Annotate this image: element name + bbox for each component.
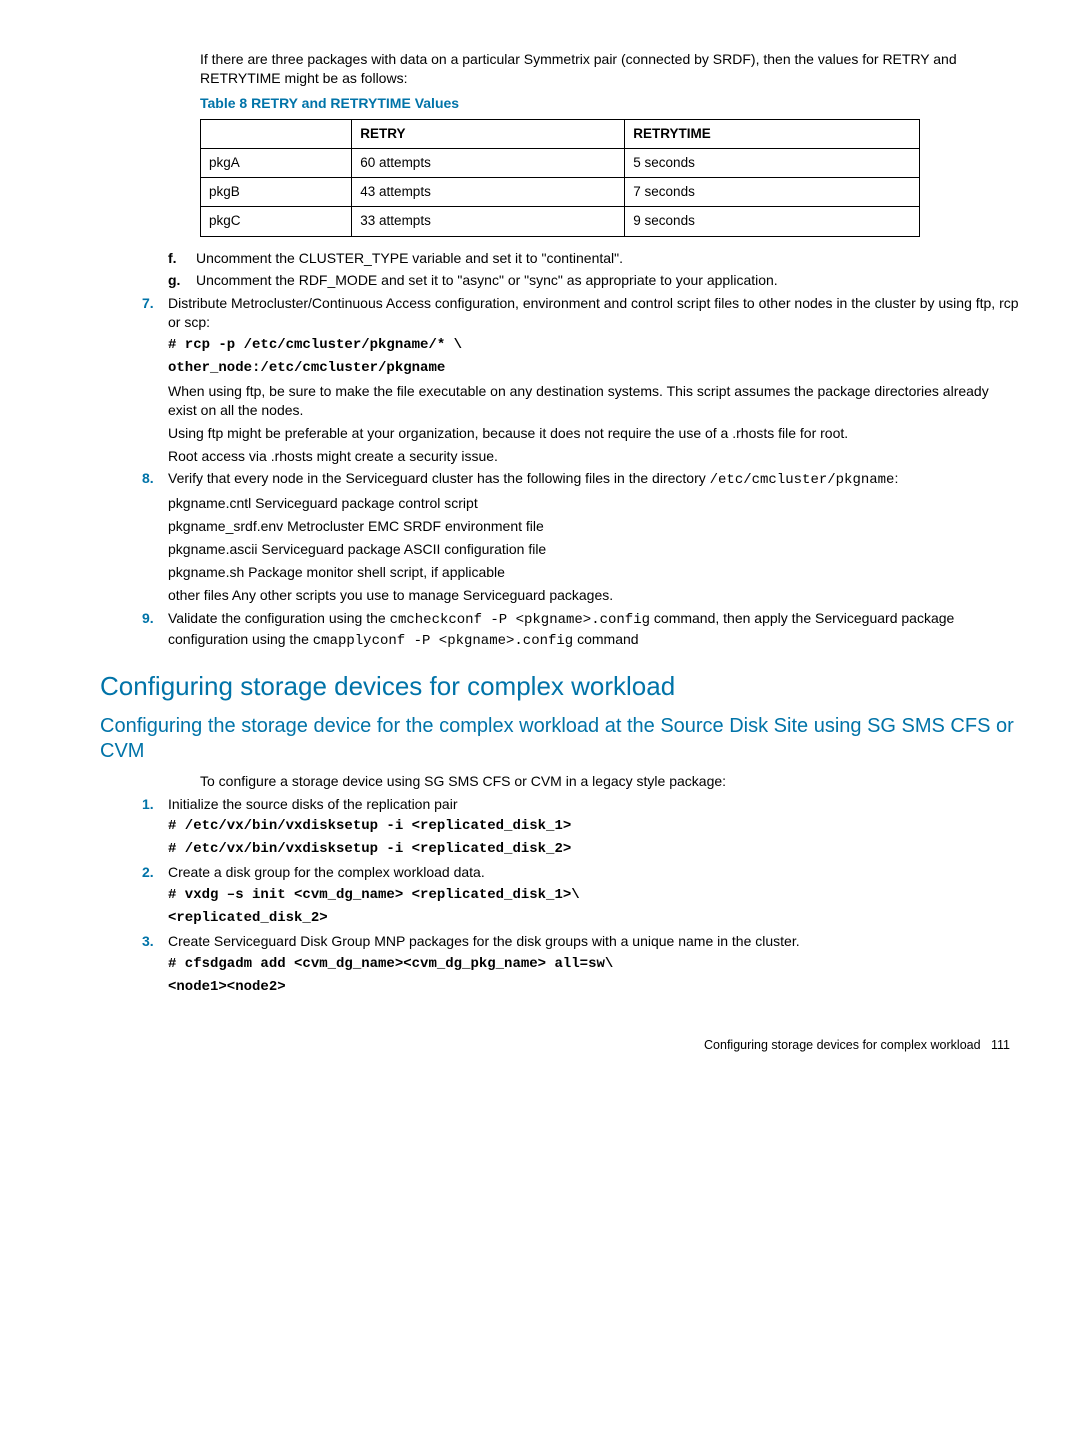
table-row: pkgC 33 attempts 9 seconds <box>201 207 920 236</box>
step-9-text: Validate the configuration using the cmc… <box>168 609 1020 651</box>
step8-line5: other files Any other scripts you use to… <box>168 586 1020 605</box>
cell: 9 seconds <box>625 207 920 236</box>
step8-line1: pkgname.cntl Serviceguard package contro… <box>168 494 1020 513</box>
cfg2-code1: # vxdg –s init <cvm_dg_name> <replicated… <box>168 886 1020 905</box>
cell: 7 seconds <box>625 178 920 207</box>
step7-code-line1: # rcp -p /etc/cmcluster/pkgname/* \ <box>168 336 1020 355</box>
step8-line2: pkgname_srdf.env Metrocluster EMC SRDF e… <box>168 517 1020 536</box>
cell: 33 attempts <box>352 207 625 236</box>
cfg1-text: Initialize the source disks of the repli… <box>168 795 1020 814</box>
cfg-marker-3: 3. <box>142 932 168 951</box>
cell: pkgC <box>201 207 352 236</box>
step8-line4: pkgname.sh Package monitor shell script,… <box>168 563 1020 582</box>
marker-9: 9. <box>142 609 168 651</box>
cfg3-code1: # cfsdgadm add <cvm_dg_name><cvm_dg_pkg_… <box>168 955 1020 974</box>
th-blank <box>201 119 352 148</box>
cfg-marker-2: 2. <box>142 863 168 882</box>
step-8: 8. Verify that every node in the Service… <box>142 469 1020 490</box>
marker-g: g. <box>168 271 196 290</box>
page-footer: Configuring storage devices for complex … <box>100 1037 1020 1054</box>
footer-page: 111 <box>991 1038 1010 1052</box>
intro-paragraph: If there are three packages with data on… <box>200 50 1020 88</box>
cell: 5 seconds <box>625 148 920 177</box>
heading-2: Configuring the storage device for the c… <box>100 714 1020 764</box>
marker-f: f. <box>168 249 196 268</box>
step9-t1: Validate the configuration using the <box>168 610 390 626</box>
step8-mono: /etc/cmcluster/pkgname <box>710 472 895 488</box>
step8-post: : <box>894 470 898 486</box>
cfg-marker-1: 1. <box>142 795 168 814</box>
th-retrytime: RETRYTIME <box>625 119 920 148</box>
table-row: pkgA 60 attempts 5 seconds <box>201 148 920 177</box>
step9-m1: cmcheckconf -P <pkgname>.config <box>390 612 650 628</box>
cfg2-code2: <replicated_disk_2> <box>168 909 1020 928</box>
step7-paragraph3: Root access via .rhosts might create a s… <box>168 447 1020 466</box>
cfg3-code2: <node1><node2> <box>168 978 1020 997</box>
substep-g: g. Uncomment the RDF_MODE and set it to … <box>168 271 1020 290</box>
cfg-step-1: 1. Initialize the source disks of the re… <box>142 795 1020 814</box>
step-8-text: Verify that every node in the Servicegua… <box>168 469 1020 490</box>
step7-paragraph2: Using ftp might be preferable at your or… <box>168 424 1020 443</box>
cell: 60 attempts <box>352 148 625 177</box>
th-retry: RETRY <box>352 119 625 148</box>
cell: pkgA <box>201 148 352 177</box>
marker-8: 8. <box>142 469 168 490</box>
heading-1: Configuring storage devices for complex … <box>100 669 1020 704</box>
table-title: Table 8 RETRY and RETRYTIME Values <box>200 94 1020 113</box>
cfg-intro: To configure a storage device using SG S… <box>200 772 1020 791</box>
step8-line3: pkgname.ascii Serviceguard package ASCII… <box>168 540 1020 559</box>
step-7-text: Distribute Metrocluster/Continuous Acces… <box>168 294 1020 332</box>
marker-7: 7. <box>142 294 168 332</box>
cfg-step-3: 3. Create Serviceguard Disk Group MNP pa… <box>142 932 1020 951</box>
table-header-row: RETRY RETRYTIME <box>201 119 920 148</box>
step7-paragraph1: When using ftp, be sure to make the file… <box>168 382 1020 420</box>
table-row: pkgB 43 attempts 7 seconds <box>201 178 920 207</box>
step9-t3: command <box>573 631 638 647</box>
cfg1-code2: # /etc/vx/bin/vxdisksetup -i <replicated… <box>168 840 1020 859</box>
retry-table: RETRY RETRYTIME pkgA 60 attempts 5 secon… <box>200 119 920 237</box>
step-7: 7. Distribute Metrocluster/Continuous Ac… <box>142 294 1020 332</box>
substep-f: f. Uncomment the CLUSTER_TYPE variable a… <box>168 249 1020 268</box>
cfg2-text: Create a disk group for the complex work… <box>168 863 1020 882</box>
footer-text: Configuring storage devices for complex … <box>704 1038 981 1052</box>
cfg3-text: Create Serviceguard Disk Group MNP packa… <box>168 932 1020 951</box>
cell: pkgB <box>201 178 352 207</box>
step8-pre: Verify that every node in the Servicegua… <box>168 470 710 486</box>
step7-code-line2: other_node:/etc/cmcluster/pkgname <box>168 359 1020 378</box>
step9-m2: cmapplyconf -P <pkgname>.config <box>313 633 573 649</box>
step-9: 9. Validate the configuration using the … <box>142 609 1020 651</box>
substep-g-text: Uncomment the RDF_MODE and set it to "as… <box>196 271 1020 290</box>
cfg-step-2: 2. Create a disk group for the complex w… <box>142 863 1020 882</box>
substep-f-text: Uncomment the CLUSTER_TYPE variable and … <box>196 249 1020 268</box>
cfg1-code1: # /etc/vx/bin/vxdisksetup -i <replicated… <box>168 817 1020 836</box>
cell: 43 attempts <box>352 178 625 207</box>
